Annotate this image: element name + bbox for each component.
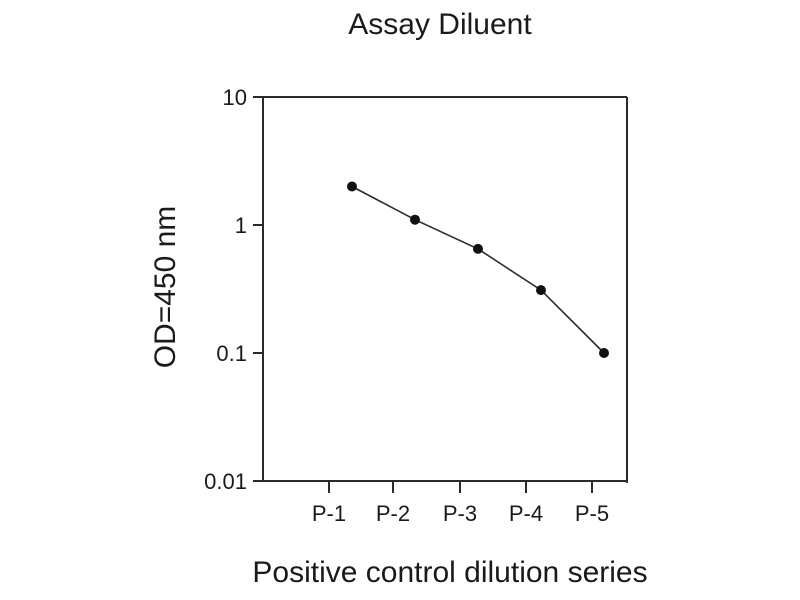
x-tick-label: P-5: [575, 501, 609, 526]
data-point: [347, 181, 357, 192]
chart-title: Assay Diluent: [348, 8, 532, 41]
axis-frame: [253, 96, 628, 493]
y-tick-label: 10: [223, 85, 247, 110]
data-point: [599, 348, 609, 358]
data-point: [410, 214, 420, 225]
x-axis-label: Positive control dilution series: [252, 556, 648, 589]
y-tick-label: 1: [235, 213, 247, 238]
y-tick-label: 0.01: [204, 469, 247, 494]
x-tick-label: P-4: [509, 501, 543, 526]
data-point: [473, 243, 483, 254]
data-point: [536, 285, 546, 296]
x-tick-label: P-2: [376, 501, 410, 526]
x-tick-label: P-3: [443, 501, 477, 526]
data-line: [351, 185, 605, 354]
x-tick-label: P-1: [312, 501, 346, 526]
y-tick-label: 0.1: [216, 341, 247, 366]
